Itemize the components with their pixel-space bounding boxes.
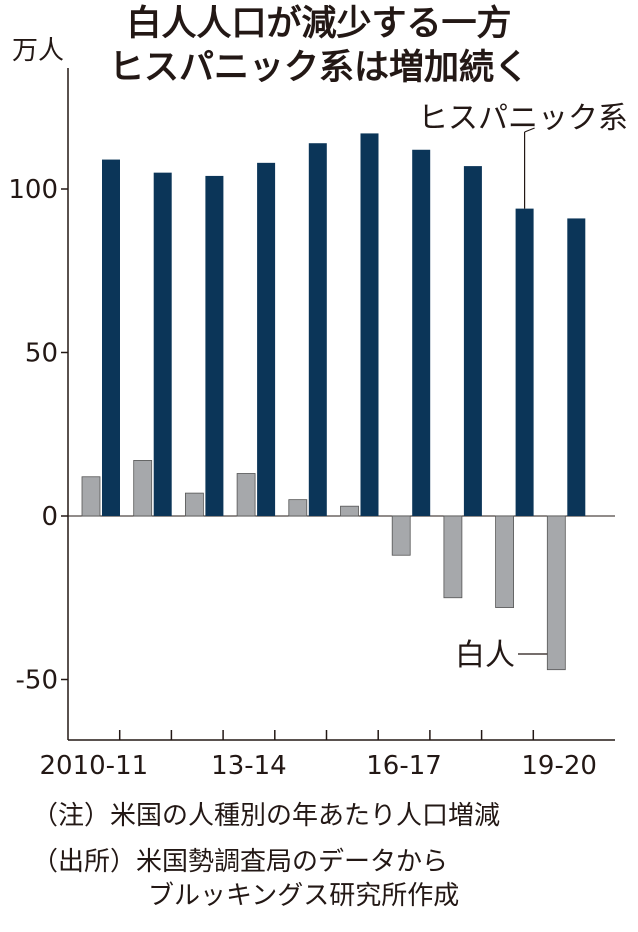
x-tick-label: 13-14 [211, 751, 287, 781]
bar-hispanic [360, 133, 379, 516]
bar-white [133, 460, 153, 517]
x-tick-label: 19-20 [521, 751, 597, 781]
y-tick-label: 50 [25, 339, 58, 369]
bar-white [391, 515, 411, 556]
source-line-2: ブルッキングス研究所作成 [148, 881, 460, 911]
bar-hispanic [257, 162, 276, 516]
bar-white [184, 492, 204, 517]
bar-hispanic [205, 175, 224, 517]
annotation-leader [524, 127, 535, 133]
bar-white [81, 476, 101, 517]
bar-hispanic [463, 166, 482, 517]
bar-hispanic [515, 208, 534, 516]
title-line-2: ヒスパニック系は増加続く [108, 48, 529, 88]
bar-white [288, 499, 308, 517]
y-tick-label: -50 [16, 666, 58, 696]
bar-white [443, 515, 463, 599]
note-line: （注）米国の人種別の年あたり人口増減 [32, 801, 501, 831]
chart-title: 白人人口が減少する一方 ヒスパニック系は増加続く [0, 2, 638, 90]
y-tick-label: 0 [41, 502, 58, 532]
title-line-1: 白人人口が減少する一方 [126, 4, 512, 44]
y-axis-unit: 万人 [12, 36, 65, 66]
bar-white [546, 515, 566, 671]
bar-hispanic [153, 172, 172, 516]
source-line: （出所）米国勢調査局のデータから [32, 847, 449, 877]
bar-hispanic [308, 143, 327, 516]
bar-hispanic [102, 159, 120, 516]
annotation-white: 白人 [455, 638, 515, 673]
bar-white [340, 505, 359, 517]
bar-white [236, 473, 256, 517]
x-tick-label: 2010-11 [40, 751, 149, 781]
bar-white [495, 515, 515, 608]
y-tick-label: 100 [8, 175, 58, 205]
x-tick-label: 16-17 [366, 751, 442, 781]
bar-hispanic [567, 218, 586, 516]
annotation-hispanic: ヒスパニック系 [418, 101, 628, 136]
bar-hispanic [412, 149, 431, 516]
